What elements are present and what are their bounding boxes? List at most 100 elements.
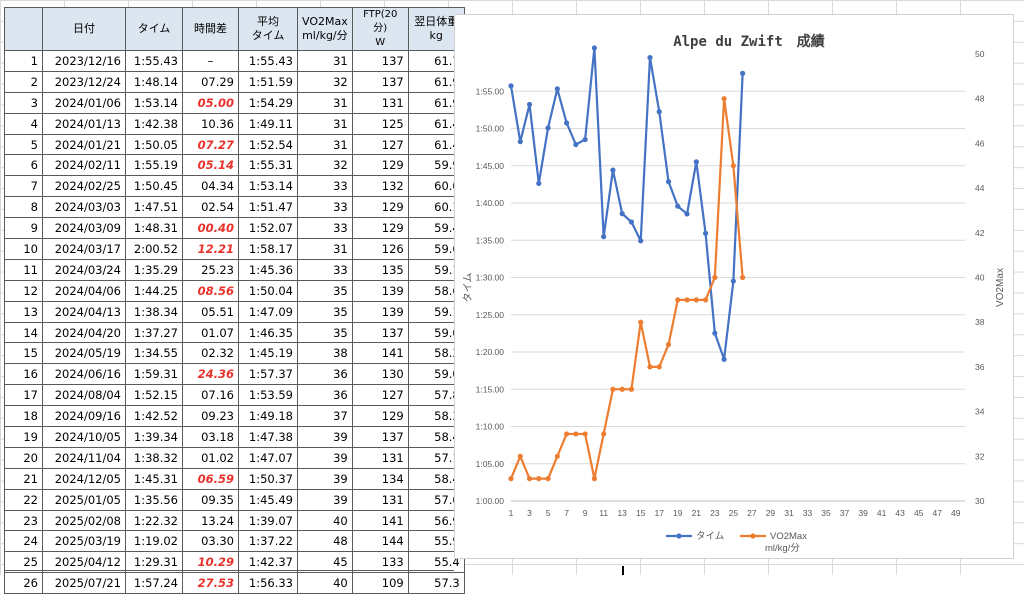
cell-avg[interactable]: 1:45.49 <box>238 488 298 511</box>
cell-time[interactable]: 1:48.31 <box>125 217 183 240</box>
cell-avg[interactable]: 1:51.59 <box>238 70 298 93</box>
cell-ftp[interactable]: 130 <box>351 363 409 386</box>
cell-diff[interactable]: 07.16 <box>182 384 239 407</box>
cell-date[interactable]: 2024/02/25 <box>42 175 126 198</box>
cell-date[interactable]: 2024/06/16 <box>42 363 126 386</box>
cell-date[interactable]: 2024/10/05 <box>42 426 126 448</box>
cell-no[interactable]: 17 <box>4 384 43 407</box>
cell-diff[interactable]: 05.51 <box>182 300 239 323</box>
cell-diff[interactable]: 03.18 <box>182 426 239 448</box>
cell-weight[interactable]: 59.6 <box>407 238 465 260</box>
chart-area[interactable]: Alpe du Zwift 成績 1:00.00 1:05.00 1:10.00 1:1… <box>454 14 1014 559</box>
cell-ftp[interactable]: 131 <box>351 446 409 469</box>
cell-time[interactable]: 1:29.31 <box>125 551 183 574</box>
cell-ftp[interactable]: 129 <box>351 196 409 219</box>
header-time[interactable]: タイム <box>125 7 183 51</box>
cell-weight[interactable]: 59.4 <box>407 217 465 240</box>
cell-date[interactable]: 2024/01/06 <box>42 91 126 114</box>
header-ftp[interactable]: FTP(20分) W <box>351 7 409 51</box>
cell-date[interactable]: 2023/12/24 <box>42 70 126 93</box>
cell-date[interactable]: 2025/04/12 <box>42 551 126 574</box>
cell-vo2max[interactable]: 33 <box>297 217 353 240</box>
cell-no[interactable]: 5 <box>4 133 43 156</box>
cell-date[interactable]: 2025/03/19 <box>42 530 126 553</box>
cell-ftp[interactable]: 137 <box>351 50 409 72</box>
cell-diff[interactable]: 13.24 <box>182 509 239 532</box>
cell-ftp[interactable]: 141 <box>351 509 409 532</box>
cell-avg[interactable]: 1:54.29 <box>238 91 298 114</box>
cell-no[interactable]: 11 <box>4 258 43 281</box>
cell-weight[interactable]: 55.4 <box>407 551 465 574</box>
cell-time[interactable]: 1:38.32 <box>125 446 183 469</box>
cell-no[interactable]: 24 <box>4 530 43 553</box>
cell-ftp[interactable]: 144 <box>351 530 409 553</box>
cell-avg[interactable]: 1:47.09 <box>238 300 298 323</box>
cell-diff[interactable]: 09.35 <box>182 488 239 511</box>
cell-weight[interactable]: 58.6 <box>407 279 465 302</box>
cell-time[interactable]: 1:42.52 <box>125 405 183 428</box>
cell-avg[interactable]: 1:47.38 <box>238 426 298 448</box>
cell-date[interactable]: 2024/04/06 <box>42 279 126 302</box>
header-diff[interactable]: 時間差 <box>182 7 239 51</box>
cell-diff[interactable]: 06.59 <box>182 467 239 490</box>
cell-weight[interactable]: 59.0 <box>407 321 465 344</box>
cell-diff[interactable]: 12.21 <box>182 238 239 260</box>
cell-time[interactable]: 1:50.45 <box>125 175 183 198</box>
cell-no[interactable]: 10 <box>4 238 43 260</box>
cell-vo2max[interactable]: 31 <box>297 133 353 156</box>
cell-time[interactable]: 1:42.38 <box>125 112 183 135</box>
cell-no[interactable]: 8 <box>4 196 43 219</box>
cell-avg[interactable]: 1:50.37 <box>238 467 298 490</box>
cell-ftp[interactable]: 137 <box>351 426 409 448</box>
cell-vo2max[interactable]: 36 <box>297 384 353 407</box>
cell-date[interactable]: 2024/03/03 <box>42 196 126 219</box>
cell-date[interactable]: 2024/05/19 <box>42 342 126 365</box>
cell-date[interactable]: 2024/01/21 <box>42 133 126 156</box>
cell-diff[interactable]: 05.00 <box>182 91 239 114</box>
cell-date[interactable]: 2024/02/11 <box>42 154 126 177</box>
cell-no[interactable]: 4 <box>4 112 43 135</box>
cell-no[interactable]: 18 <box>4 405 43 428</box>
cell-ftp[interactable]: 139 <box>351 300 409 323</box>
cell-vo2max[interactable]: 33 <box>297 196 353 219</box>
cell-date[interactable]: 2024/03/24 <box>42 258 126 281</box>
cell-ftp[interactable]: 134 <box>351 467 409 490</box>
cell-ftp[interactable]: 137 <box>351 70 409 93</box>
cell-date[interactable]: 2024/01/13 <box>42 112 126 135</box>
header-date[interactable]: 日付 <box>42 7 126 51</box>
cell-time[interactable]: 1:22.32 <box>125 509 183 532</box>
cell-avg[interactable]: 1:52.07 <box>238 217 298 240</box>
cell-ftp[interactable]: 129 <box>351 217 409 240</box>
cell-avg[interactable]: 1:49.11 <box>238 112 298 135</box>
cell-time[interactable]: 1:45.31 <box>125 467 183 490</box>
cell-ftp[interactable]: 131 <box>351 91 409 114</box>
cell-no[interactable]: 20 <box>4 446 43 469</box>
cell-vo2max[interactable]: 35 <box>297 321 353 344</box>
cell-vo2max[interactable]: 33 <box>297 175 353 198</box>
cell-diff[interactable]: 08.56 <box>182 279 239 302</box>
cell-diff[interactable]: 03.30 <box>182 530 239 553</box>
cell-ftp[interactable]: 129 <box>351 154 409 177</box>
cell-diff[interactable]: 25.23 <box>182 258 239 281</box>
cell-diff[interactable]: 09.23 <box>182 405 239 428</box>
cell-avg[interactable]: 1:57.37 <box>238 363 298 386</box>
cell-vo2max[interactable]: 35 <box>297 300 353 323</box>
cell-date[interactable]: 2024/04/20 <box>42 321 126 344</box>
cell-no[interactable]: 22 <box>4 488 43 511</box>
cell-vo2max[interactable]: 39 <box>297 446 353 469</box>
cell-no[interactable]: 19 <box>4 426 43 448</box>
cell-no[interactable]: 7 <box>4 175 43 198</box>
cell-diff[interactable]: 02.32 <box>182 342 239 365</box>
cell-date[interactable]: 2024/04/13 <box>42 300 126 323</box>
cell-no[interactable]: 2 <box>4 70 43 93</box>
cell-avg[interactable]: 1:51.47 <box>238 196 298 219</box>
cell-ftp[interactable]: 139 <box>351 279 409 302</box>
cell-avg[interactable]: 1:53.59 <box>238 384 298 407</box>
cell-vo2max[interactable]: 40 <box>297 509 353 532</box>
cell-vo2max[interactable]: 31 <box>297 50 353 72</box>
cell-time[interactable]: 1:37.27 <box>125 321 183 344</box>
cell-weight[interactable]: 60.0 <box>407 175 465 198</box>
cell-ftp[interactable]: 137 <box>351 321 409 344</box>
cell-ftp[interactable]: 135 <box>351 258 409 281</box>
cell-no[interactable]: 21 <box>4 467 43 490</box>
